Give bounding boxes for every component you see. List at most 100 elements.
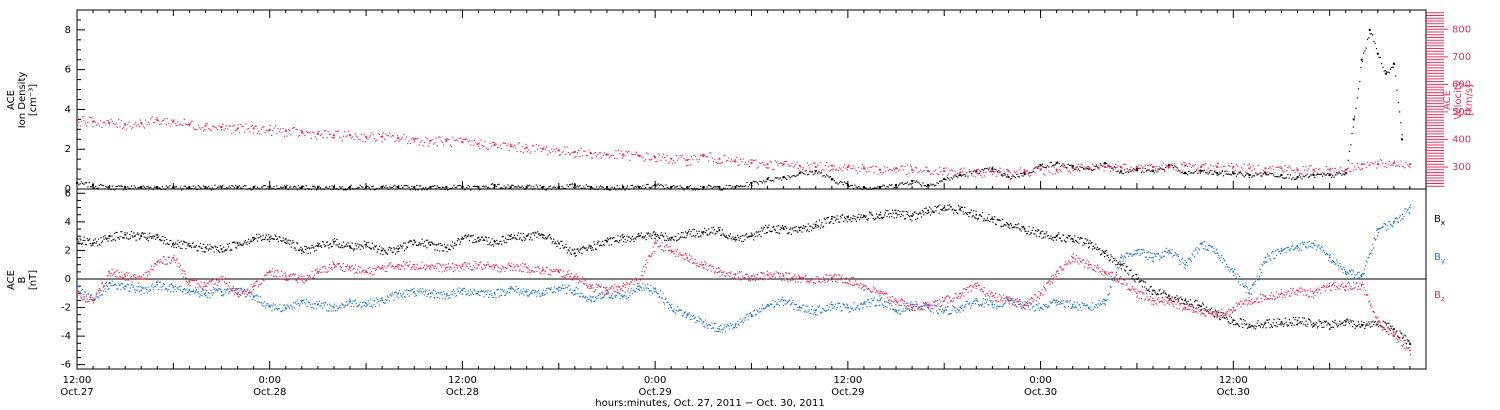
data-point (966, 213, 968, 216)
data-point (573, 294, 575, 296)
data-point (1409, 166, 1411, 169)
data-point (137, 289, 139, 291)
data-point (1022, 172, 1024, 174)
data-point (1230, 174, 1232, 176)
velocity-tick-label: 500 (1452, 107, 1471, 118)
data-point (223, 246, 225, 248)
data-point (1393, 331, 1395, 333)
data-point (168, 186, 170, 188)
data-point (162, 242, 165, 244)
data-point (540, 150, 542, 153)
data-point (244, 239, 247, 242)
data-point (425, 289, 427, 291)
data-point (790, 177, 792, 179)
data-point (341, 140, 343, 142)
data-point (479, 294, 481, 297)
data-point (235, 185, 237, 187)
data-point (322, 137, 324, 139)
data-point (733, 188, 735, 190)
data-point (569, 184, 571, 186)
data-point (1325, 320, 1327, 322)
data-point (576, 248, 578, 250)
data-point (644, 186, 647, 189)
data-point (1049, 237, 1051, 240)
data-point (606, 237, 609, 239)
data-point (998, 172, 1000, 174)
data-point (134, 122, 137, 124)
data-point (1373, 321, 1376, 323)
data-point (213, 188, 215, 191)
data-point (611, 186, 613, 188)
data-point (560, 240, 562, 243)
data-point (189, 293, 191, 296)
data-point (456, 294, 458, 297)
data-point (1383, 70, 1385, 72)
data-point (508, 149, 510, 151)
data-point (118, 284, 120, 287)
data-point (636, 235, 638, 238)
data-point (1393, 160, 1396, 162)
data-point (395, 291, 397, 294)
data-point (1081, 166, 1083, 169)
data-point (123, 126, 125, 128)
data-point (386, 134, 388, 137)
data-point (582, 245, 585, 248)
data-point (105, 237, 107, 239)
data-point (129, 237, 132, 239)
data-point (508, 187, 510, 190)
data-point (309, 132, 311, 134)
data-point (348, 130, 350, 132)
data-point (1399, 330, 1401, 332)
data-point (199, 246, 201, 248)
data-point (222, 295, 224, 297)
data-point (1162, 162, 1164, 165)
data-point (912, 182, 914, 184)
data-point (167, 243, 169, 246)
data-point (231, 184, 233, 187)
data-point (321, 307, 324, 309)
data-point (283, 309, 285, 311)
data-point (840, 168, 842, 170)
data-point (421, 238, 423, 240)
data-point (233, 124, 235, 126)
data-point (609, 238, 611, 240)
data-point (165, 243, 167, 245)
data-point (926, 213, 928, 215)
data-point (414, 295, 416, 297)
data-point (498, 296, 500, 298)
data-point (1080, 166, 1082, 168)
data-point (555, 288, 557, 290)
data-point (1232, 168, 1234, 170)
data-point (1165, 293, 1167, 295)
data-point (679, 185, 681, 187)
data-point (606, 153, 608, 155)
data-point (439, 242, 442, 245)
data-point (179, 186, 181, 188)
data-point (92, 126, 94, 128)
data-point (166, 242, 169, 244)
data-point (243, 243, 245, 245)
data-point (1363, 52, 1365, 54)
data-point (975, 176, 977, 178)
data-point (814, 225, 817, 228)
data-point (143, 236, 145, 238)
data-point (1346, 168, 1348, 170)
data-point (410, 290, 412, 292)
data-point (301, 300, 303, 303)
data-point (1363, 163, 1365, 165)
data-point (381, 297, 383, 299)
data-point (462, 287, 464, 290)
data-point (495, 243, 497, 245)
data-point (1312, 173, 1315, 175)
data-point (557, 186, 560, 189)
data-point (657, 235, 659, 237)
data-point (403, 185, 405, 187)
data-point (907, 211, 909, 213)
data-point (569, 289, 571, 291)
data-point (1177, 299, 1180, 301)
data-point (164, 236, 166, 239)
data-point (713, 229, 715, 231)
data-point (470, 144, 472, 146)
data-point (878, 187, 880, 189)
